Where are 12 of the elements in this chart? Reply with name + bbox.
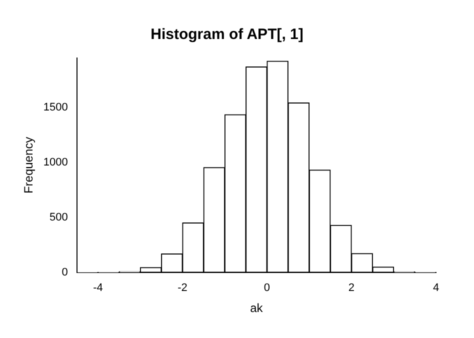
y-axis-title: Frequency [22,136,36,194]
y-tick-label: 1500 [43,102,68,114]
x-tick-label: -4 [93,282,103,294]
y-tick-label: 1000 [43,156,68,168]
y-tick-label: 0 [62,266,68,278]
y-tick-label: 500 [50,211,68,224]
x-tick-label: -2 [178,282,188,294]
x-tick-label: 2 [348,282,355,294]
x-tick-label: 4 [432,282,440,294]
chart-title: Histogram of APT[, 1] [150,26,304,44]
x-tick-label: 0 [264,282,270,294]
x-axis-title: ak [250,301,264,316]
